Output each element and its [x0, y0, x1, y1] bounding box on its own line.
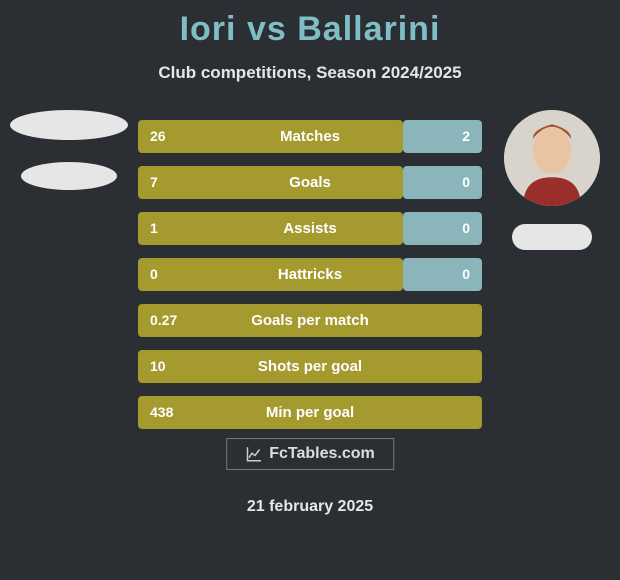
player-right-block [504, 110, 600, 250]
player2-name: Ballarini [297, 10, 440, 48]
bar-value-right: 0 [450, 212, 482, 245]
vs-text: vs [247, 10, 287, 48]
bar-value-right: 0 [450, 166, 482, 199]
bar-row: 00Hattricks [138, 258, 482, 291]
bar-value-left: 438 [138, 396, 185, 429]
bar-segment-left [138, 258, 403, 291]
bar-value-left: 0 [138, 258, 170, 291]
bar-segment-left [138, 396, 482, 429]
player-left-flag [21, 162, 117, 190]
bar-row: 438Min per goal [138, 396, 482, 429]
bar-value-left: 10 [138, 350, 178, 383]
bar-row: 262Matches [138, 120, 482, 153]
bar-segment-left [138, 350, 482, 383]
player-left-block [10, 110, 128, 190]
player-right-flag [512, 224, 592, 250]
bar-row: 70Goals [138, 166, 482, 199]
bar-value-right: 0 [450, 258, 482, 291]
bar-row: 0.27Goals per match [138, 304, 482, 337]
bar-segment-left [138, 212, 403, 245]
bar-value-left: 1 [138, 212, 170, 245]
page-title: Iori vs Ballarini [0, 0, 620, 49]
date-text: 21 february 2025 [0, 498, 620, 516]
bar-segment-left [138, 120, 403, 153]
bar-value-right: 2 [450, 120, 482, 153]
chart-icon [245, 445, 263, 463]
bar-value-left: 26 [138, 120, 178, 153]
bar-segment-left [138, 304, 482, 337]
subtitle: Club competitions, Season 2024/2025 [0, 63, 620, 83]
branding-box: FcTables.com [226, 438, 394, 470]
player-right-avatar [504, 110, 600, 206]
bar-row: 10Shots per goal [138, 350, 482, 383]
bar-value-left: 7 [138, 166, 170, 199]
bar-segment-left [138, 166, 403, 199]
bar-row: 10Assists [138, 212, 482, 245]
comparison-bars: 262Matches70Goals10Assists00Hattricks0.2… [138, 120, 482, 442]
player1-name: Iori [180, 10, 237, 48]
player-left-avatar-placeholder [10, 110, 128, 140]
branding-text: FcTables.com [269, 445, 375, 463]
avatar-icon [504, 110, 600, 206]
bar-value-left: 0.27 [138, 304, 189, 337]
